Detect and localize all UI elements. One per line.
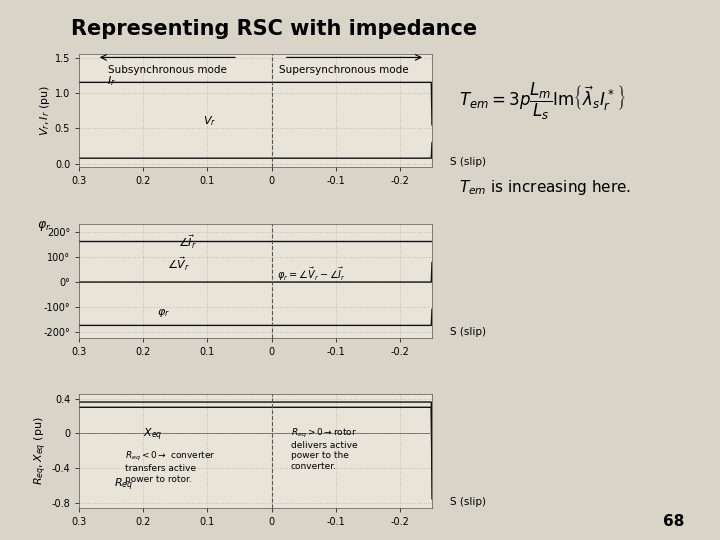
Text: $R_{eq}$: $R_{eq}$ xyxy=(114,477,134,493)
Text: $V_r$: $V_r$ xyxy=(203,114,216,128)
Text: Representing RSC with impedance: Representing RSC with impedance xyxy=(71,19,477,39)
Text: $\angle \vec{V}_r$: $\angle \vec{V}_r$ xyxy=(167,256,191,273)
Text: $\varphi_r = \angle\vec{V}_r - \angle\vec{I}_r$: $\varphi_r = \angle\vec{V}_r - \angle\ve… xyxy=(276,265,346,282)
Y-axis label: $\varphi_r$: $\varphi_r$ xyxy=(37,219,51,233)
Y-axis label: $V_r, I_r$ (pu): $V_r, I_r$ (pu) xyxy=(38,85,52,136)
Text: $R_{eq}>0\rightarrow$rotor
delivers active
power to the
converter.: $R_{eq}>0\rightarrow$rotor delivers acti… xyxy=(291,427,358,471)
Text: Subsynchronous mode: Subsynchronous mode xyxy=(108,65,227,76)
Text: $I_r$: $I_r$ xyxy=(107,75,117,89)
Text: $\angle \vec{I}_r$: $\angle \vec{I}_r$ xyxy=(178,233,197,251)
Text: $T_{em}$ is increasing here.: $T_{em}$ is increasing here. xyxy=(459,178,631,197)
Text: $X_{eq}$: $X_{eq}$ xyxy=(143,427,162,443)
Text: S (slip): S (slip) xyxy=(449,327,486,338)
Text: $T_{em} = 3p\dfrac{L_m}{L_s}\mathrm{Im}\left\{\vec{\lambda}_s I_r^*\right\}$: $T_{em} = 3p\dfrac{L_m}{L_s}\mathrm{Im}\… xyxy=(459,81,626,122)
Text: S (slip): S (slip) xyxy=(449,497,486,508)
Text: 68: 68 xyxy=(662,514,684,529)
Text: S (slip): S (slip) xyxy=(449,157,486,167)
Text: $\varphi_r$: $\varphi_r$ xyxy=(157,307,170,319)
Y-axis label: $R_{eq}, X_{eq}$ (pu): $R_{eq}, X_{eq}$ (pu) xyxy=(32,417,49,485)
Text: Supersynchronous mode: Supersynchronous mode xyxy=(279,65,409,76)
Text: $R_{eq}<0\rightarrow$ converter
transfers active
power to rotor.: $R_{eq}<0\rightarrow$ converter transfer… xyxy=(125,450,216,484)
